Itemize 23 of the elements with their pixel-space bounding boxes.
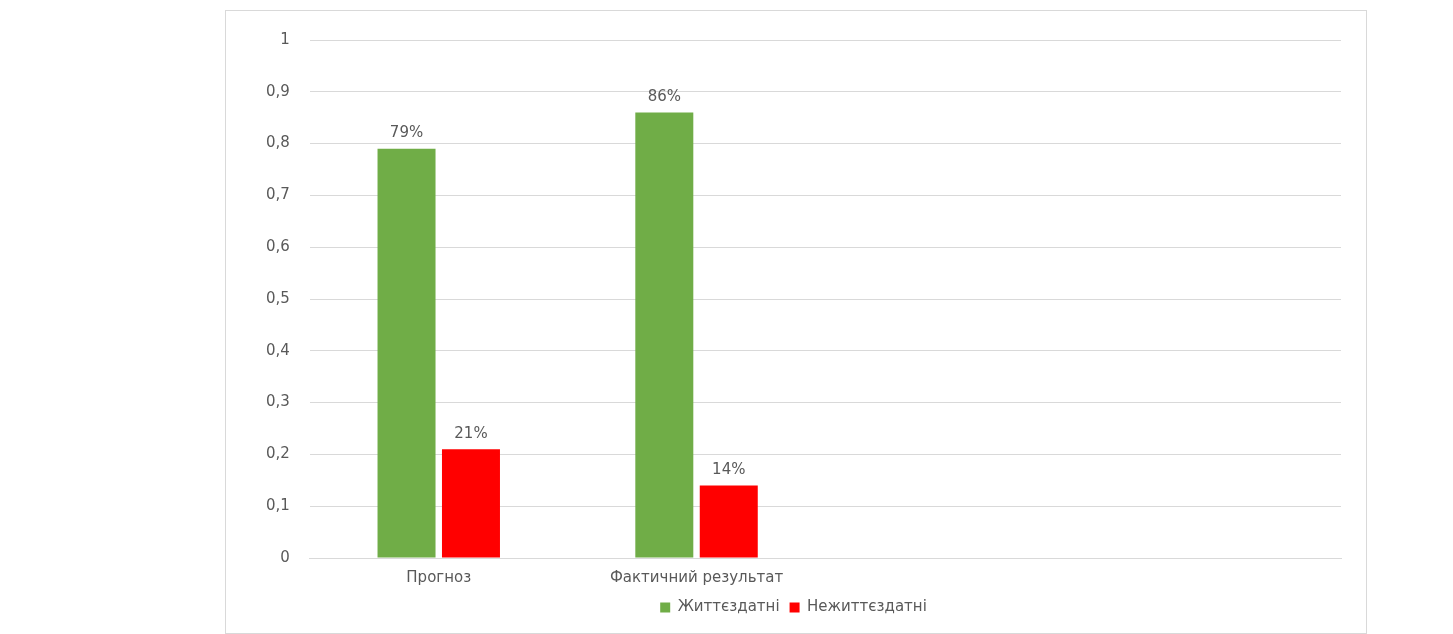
data-label: 14%: [712, 459, 746, 478]
y-tick-label: 0,3: [266, 392, 290, 411]
x-tick-label: Прогноз: [406, 567, 472, 586]
bar: [699, 485, 758, 558]
y-tick-label: 0,9: [266, 81, 290, 100]
data-label: 79%: [389, 123, 424, 142]
data-label: 86%: [647, 86, 681, 105]
x-tick-label: Фактичний результат: [609, 567, 784, 586]
legend-label: Життєздатні: [677, 597, 780, 616]
bar: [441, 449, 500, 558]
y-tick-label: 0,1: [266, 496, 290, 515]
y-tick-label: 0,8: [266, 133, 290, 152]
y-tick-label: 0,7: [266, 185, 290, 204]
y-tick-label: 0: [280, 547, 290, 566]
y-tick-label: 0,2: [266, 444, 290, 463]
bar: [377, 148, 436, 558]
y-tick-label: 0,6: [266, 237, 290, 256]
bar: [635, 112, 694, 558]
y-tick-label: 0,5: [266, 288, 290, 307]
data-label: 21%: [454, 423, 488, 442]
y-tick-label: 0,4: [266, 340, 290, 359]
y-tick-label: 1: [280, 29, 290, 48]
legend-label: Нежиттєздатні: [807, 597, 927, 616]
